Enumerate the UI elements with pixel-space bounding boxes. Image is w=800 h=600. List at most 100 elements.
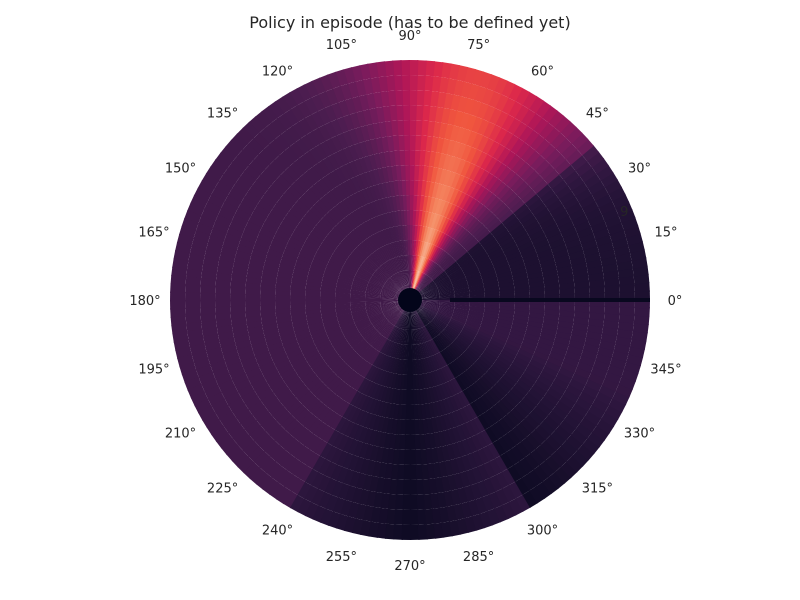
heat-cell: [428, 322, 440, 336]
heat-cell: [410, 329, 412, 345]
heat-cell: [379, 265, 391, 278]
heat-cell: [409, 255, 412, 271]
heat-cell: [348, 455, 360, 472]
heat-cell: [381, 289, 396, 296]
heat-cell: [438, 284, 453, 291]
heat-cell: [413, 180, 419, 196]
heat-cell: [317, 342, 333, 353]
heat-cell: [411, 240, 415, 256]
heat-cell: [482, 213, 497, 228]
heat-cell: [316, 386, 331, 401]
heat-cell: [385, 402, 393, 419]
heat-cell: [255, 472, 273, 490]
heat-cell: [487, 90, 502, 109]
heat-cell: [211, 398, 229, 414]
heat-cell: [280, 367, 296, 381]
heat-cell: [327, 330, 343, 340]
heat-cell: [452, 281, 468, 288]
heat-cell: [395, 105, 404, 121]
heat-cell: [565, 350, 582, 362]
heat-cell: [428, 356, 437, 372]
heat-cell: [434, 316, 448, 327]
heat-cell: [424, 292, 440, 297]
heat-cell: [452, 377, 463, 393]
heat-cell: [565, 126, 583, 144]
heat-cell: [381, 290, 396, 296]
heat-cell: [331, 151, 345, 168]
heat-cell: [470, 148, 483, 166]
heat-cell: [435, 277, 450, 286]
heat-cell: [383, 262, 394, 276]
heat-cell: [432, 318, 446, 329]
heat-cell: [363, 428, 374, 445]
heat-cell: [483, 391, 498, 407]
heat-cell: [350, 307, 367, 313]
heat-cell: [347, 353, 361, 368]
heat-cell: [612, 390, 630, 406]
heat-cell: [237, 456, 255, 474]
heat-cell: [352, 312, 368, 319]
heat-cell: [427, 212, 435, 228]
heat-cell: [312, 202, 327, 218]
heat-cell: [535, 183, 552, 199]
heat-cell: [346, 331, 361, 343]
heat-cell: [434, 315, 449, 326]
heat-cell: [516, 422, 532, 438]
heat-cell: [261, 105, 278, 124]
heat-cell: [379, 370, 388, 386]
heat-cell: [248, 445, 265, 463]
heat-cell: [290, 232, 307, 245]
heat-cell: [438, 308, 454, 314]
heat-cell: [467, 314, 483, 321]
heat-cell: [200, 208, 219, 223]
heat-cell: [436, 446, 446, 463]
heat-cell: [380, 303, 396, 309]
heat-cell: [315, 250, 331, 261]
heat-cell: [474, 254, 490, 265]
heat-cell: [312, 361, 328, 375]
heat-cell: [414, 240, 419, 256]
heat-cell: [342, 437, 355, 454]
heat-cell: [227, 161, 245, 178]
heat-cell: [373, 368, 383, 384]
heat-cell: [421, 309, 434, 320]
heat-cell: [568, 378, 586, 392]
heat-cell: [398, 255, 404, 271]
heat-cell: [461, 262, 477, 272]
heat-cell: [434, 274, 449, 285]
heat-cell: [353, 315, 369, 323]
heat-cell: [424, 302, 440, 307]
heat-cell: [350, 306, 366, 311]
heat-cell: [361, 326, 375, 338]
heat-cell: [305, 188, 320, 204]
heat-cell: [318, 458, 332, 476]
heat-cell: [248, 400, 265, 416]
heat-cell: [378, 321, 391, 334]
heat-cell: [325, 445, 339, 463]
heat-cell: [492, 202, 508, 217]
heat-cell: [462, 264, 478, 274]
heat-cell: [470, 482, 483, 500]
heat-cell: [249, 336, 267, 347]
heat-cell: [369, 235, 380, 250]
heat-cell: [272, 234, 289, 246]
heat-cell: [413, 314, 418, 330]
heat-cell: [291, 275, 308, 283]
heat-cell: [416, 313, 424, 328]
heat-cell: [479, 265, 495, 275]
heat-cell: [384, 283, 398, 293]
heat-cell: [436, 312, 452, 320]
heat-cell: [335, 294, 351, 299]
heat-cell: [546, 386, 564, 401]
heat-cell: [591, 186, 609, 202]
heat-cell: [222, 349, 240, 362]
heat-cell: [539, 419, 556, 436]
heat-cell: [400, 210, 405, 226]
heat-cell: [427, 181, 435, 198]
heat-cell: [615, 201, 633, 216]
heat-cell: [439, 301, 455, 305]
heat-cell: [562, 389, 580, 404]
heat-cell: [462, 351, 476, 365]
heat-cell: [496, 146, 511, 164]
heat-cell: [266, 212, 283, 226]
